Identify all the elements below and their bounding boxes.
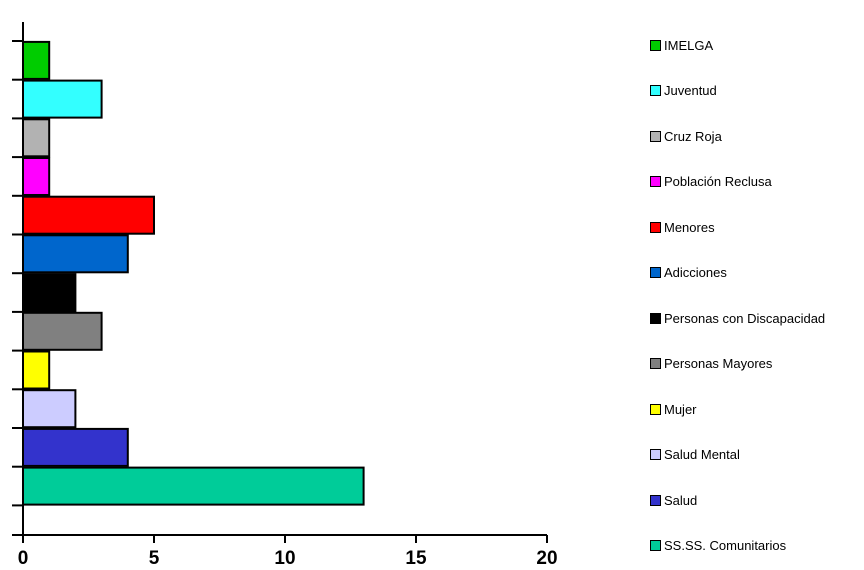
legend-item: Personas Mayores <box>650 356 772 372</box>
legend-swatch <box>650 267 661 278</box>
x-tick-label: 15 <box>405 548 427 569</box>
legend-label: SS.SS. Comunitarios <box>664 538 787 553</box>
x-tick-label: 20 <box>536 548 557 569</box>
legend-swatch <box>650 221 661 233</box>
legend-item: Menores <box>650 219 715 235</box>
legend-swatch <box>650 312 661 324</box>
legend-label: Adicciones <box>664 265 727 280</box>
bar-juventud <box>22 79 103 119</box>
bar-salud-mental <box>22 389 77 429</box>
bar-personas-mayores <box>22 311 103 351</box>
legend-label: Personas Mayores <box>664 356 773 371</box>
legend-label: Juventud <box>664 83 717 98</box>
legend-label: Menores <box>664 219 715 235</box>
bar-menores <box>22 195 155 235</box>
x-tick-label: 5 <box>149 548 160 569</box>
x-tick-label: 0 <box>18 548 29 569</box>
legend-label: Mujer <box>664 401 697 417</box>
legend-label: Salud Mental <box>664 447 740 462</box>
legend-item: Mujer <box>650 401 697 417</box>
legend-item: Personas con Discapacidad <box>650 310 825 326</box>
bar-mujer <box>22 350 51 390</box>
bar-ss-ss-comunitarios <box>22 466 365 506</box>
legend-swatch <box>650 358 661 369</box>
legend-item: Juventud <box>650 83 717 99</box>
legend-item: Población Reclusa <box>650 174 772 190</box>
bar-adicciones <box>22 234 129 274</box>
bar-personas-con-discapacidad <box>22 273 77 313</box>
legend-swatch <box>650 449 661 460</box>
legend-label: Personas con Discapacidad <box>664 310 826 326</box>
legend-label: Población Reclusa <box>664 174 772 189</box>
legend-item: IMELGA <box>650 37 713 53</box>
legend-item: Salud Mental <box>650 447 740 463</box>
legend-swatch <box>650 176 661 187</box>
legend-label: IMELGA <box>664 37 714 53</box>
legend-swatch <box>650 494 661 506</box>
bar-poblacion-reclusa <box>22 157 51 196</box>
bar-imelga <box>22 40 51 80</box>
bar-salud <box>22 427 129 467</box>
legend-label: Salud <box>664 492 698 508</box>
legend-swatch <box>650 39 661 51</box>
legend-item: SS.SS. Comunitarios <box>650 538 786 554</box>
legend: IMELGA Juventud Cruz Roja Población Reclusa… <box>650 0 864 570</box>
legend-item: Cruz Roja <box>650 128 722 144</box>
bar-cruz-roja <box>22 118 51 158</box>
legend-swatch <box>650 85 661 96</box>
legend-item: Adicciones <box>650 265 727 281</box>
legend-swatch <box>650 540 661 551</box>
legend-label: Cruz Roja <box>664 128 722 144</box>
legend-item: Salud <box>650 492 697 508</box>
legend-swatch <box>650 403 661 415</box>
x-tick-label: 10 <box>274 548 295 569</box>
legend-swatch <box>650 130 661 142</box>
